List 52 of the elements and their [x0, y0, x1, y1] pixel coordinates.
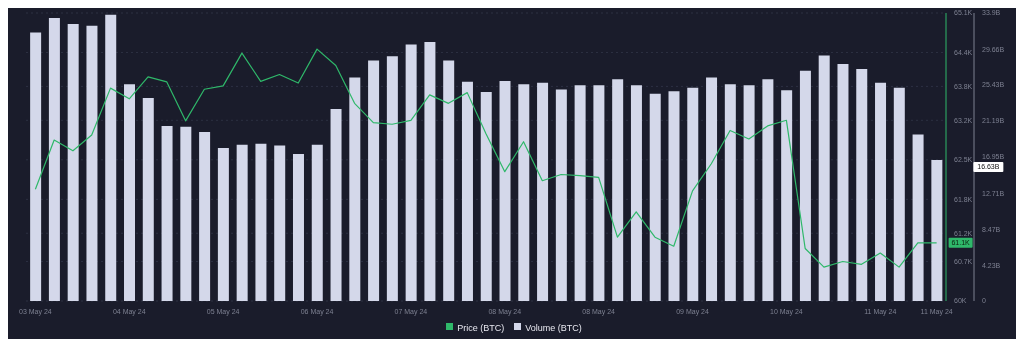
bar — [368, 60, 380, 301]
bar — [518, 84, 530, 301]
bar — [781, 90, 793, 301]
bar — [199, 131, 211, 301]
bar — [687, 87, 699, 301]
bar — [274, 145, 286, 301]
bar — [461, 81, 473, 301]
bar — [86, 25, 98, 301]
bar — [30, 32, 42, 301]
bar — [105, 14, 117, 301]
bar — [706, 77, 718, 301]
bar — [837, 63, 849, 301]
bar — [424, 41, 436, 301]
bar — [386, 56, 398, 301]
legend-label: Volume (BTC) — [525, 323, 582, 333]
bar — [349, 77, 361, 301]
bar — [856, 69, 868, 301]
bar — [537, 82, 549, 301]
bar — [443, 60, 455, 301]
bar — [649, 93, 661, 301]
bar — [124, 84, 136, 301]
bar — [236, 144, 248, 301]
bar — [818, 55, 830, 301]
bar — [724, 84, 736, 301]
bar — [912, 134, 924, 301]
bar — [217, 148, 229, 301]
bar — [931, 159, 943, 301]
bar — [574, 85, 586, 301]
bar — [180, 126, 192, 301]
bar — [499, 80, 511, 301]
bar — [555, 89, 567, 301]
bar — [161, 125, 173, 301]
bar — [593, 85, 605, 301]
bar — [405, 44, 417, 301]
legend-label: Price (BTC) — [457, 323, 505, 333]
bar — [292, 154, 304, 301]
bar — [762, 79, 774, 301]
bar — [255, 143, 267, 301]
bar — [330, 109, 342, 301]
bar — [893, 87, 905, 301]
bar — [799, 70, 811, 301]
bar — [743, 85, 755, 301]
bar — [48, 18, 60, 301]
bar — [67, 24, 79, 301]
bar — [612, 79, 624, 301]
bar — [875, 82, 887, 301]
bar — [142, 97, 154, 301]
bar — [668, 91, 680, 301]
bar — [311, 144, 323, 301]
bar — [480, 92, 492, 301]
bar — [630, 85, 642, 301]
line-series — [34, 48, 938, 268]
